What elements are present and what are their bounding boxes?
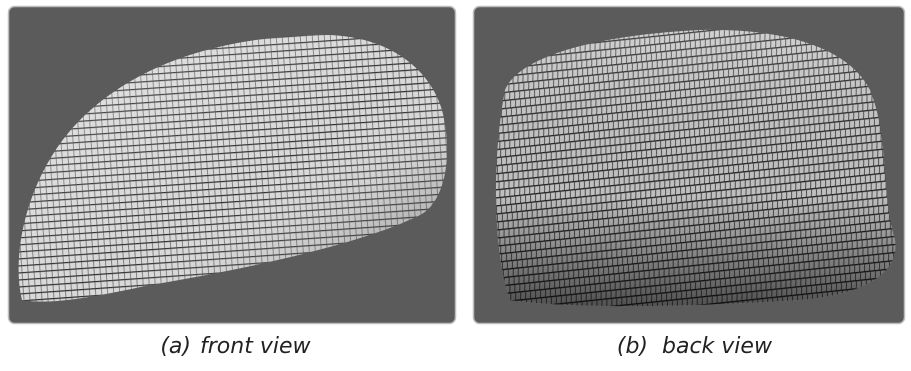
panel-caption: front view (200, 334, 311, 359)
panel-label: (b) (617, 334, 648, 359)
panel-label: (a) (160, 334, 191, 359)
panel-b: (b) back view (474, 7, 905, 360)
panel-caption: back view (662, 334, 773, 359)
mesh-shading (496, 30, 895, 306)
panel-a: (a) front view (9, 7, 456, 360)
figure: (a) front view (b) back view (0, 0, 911, 367)
